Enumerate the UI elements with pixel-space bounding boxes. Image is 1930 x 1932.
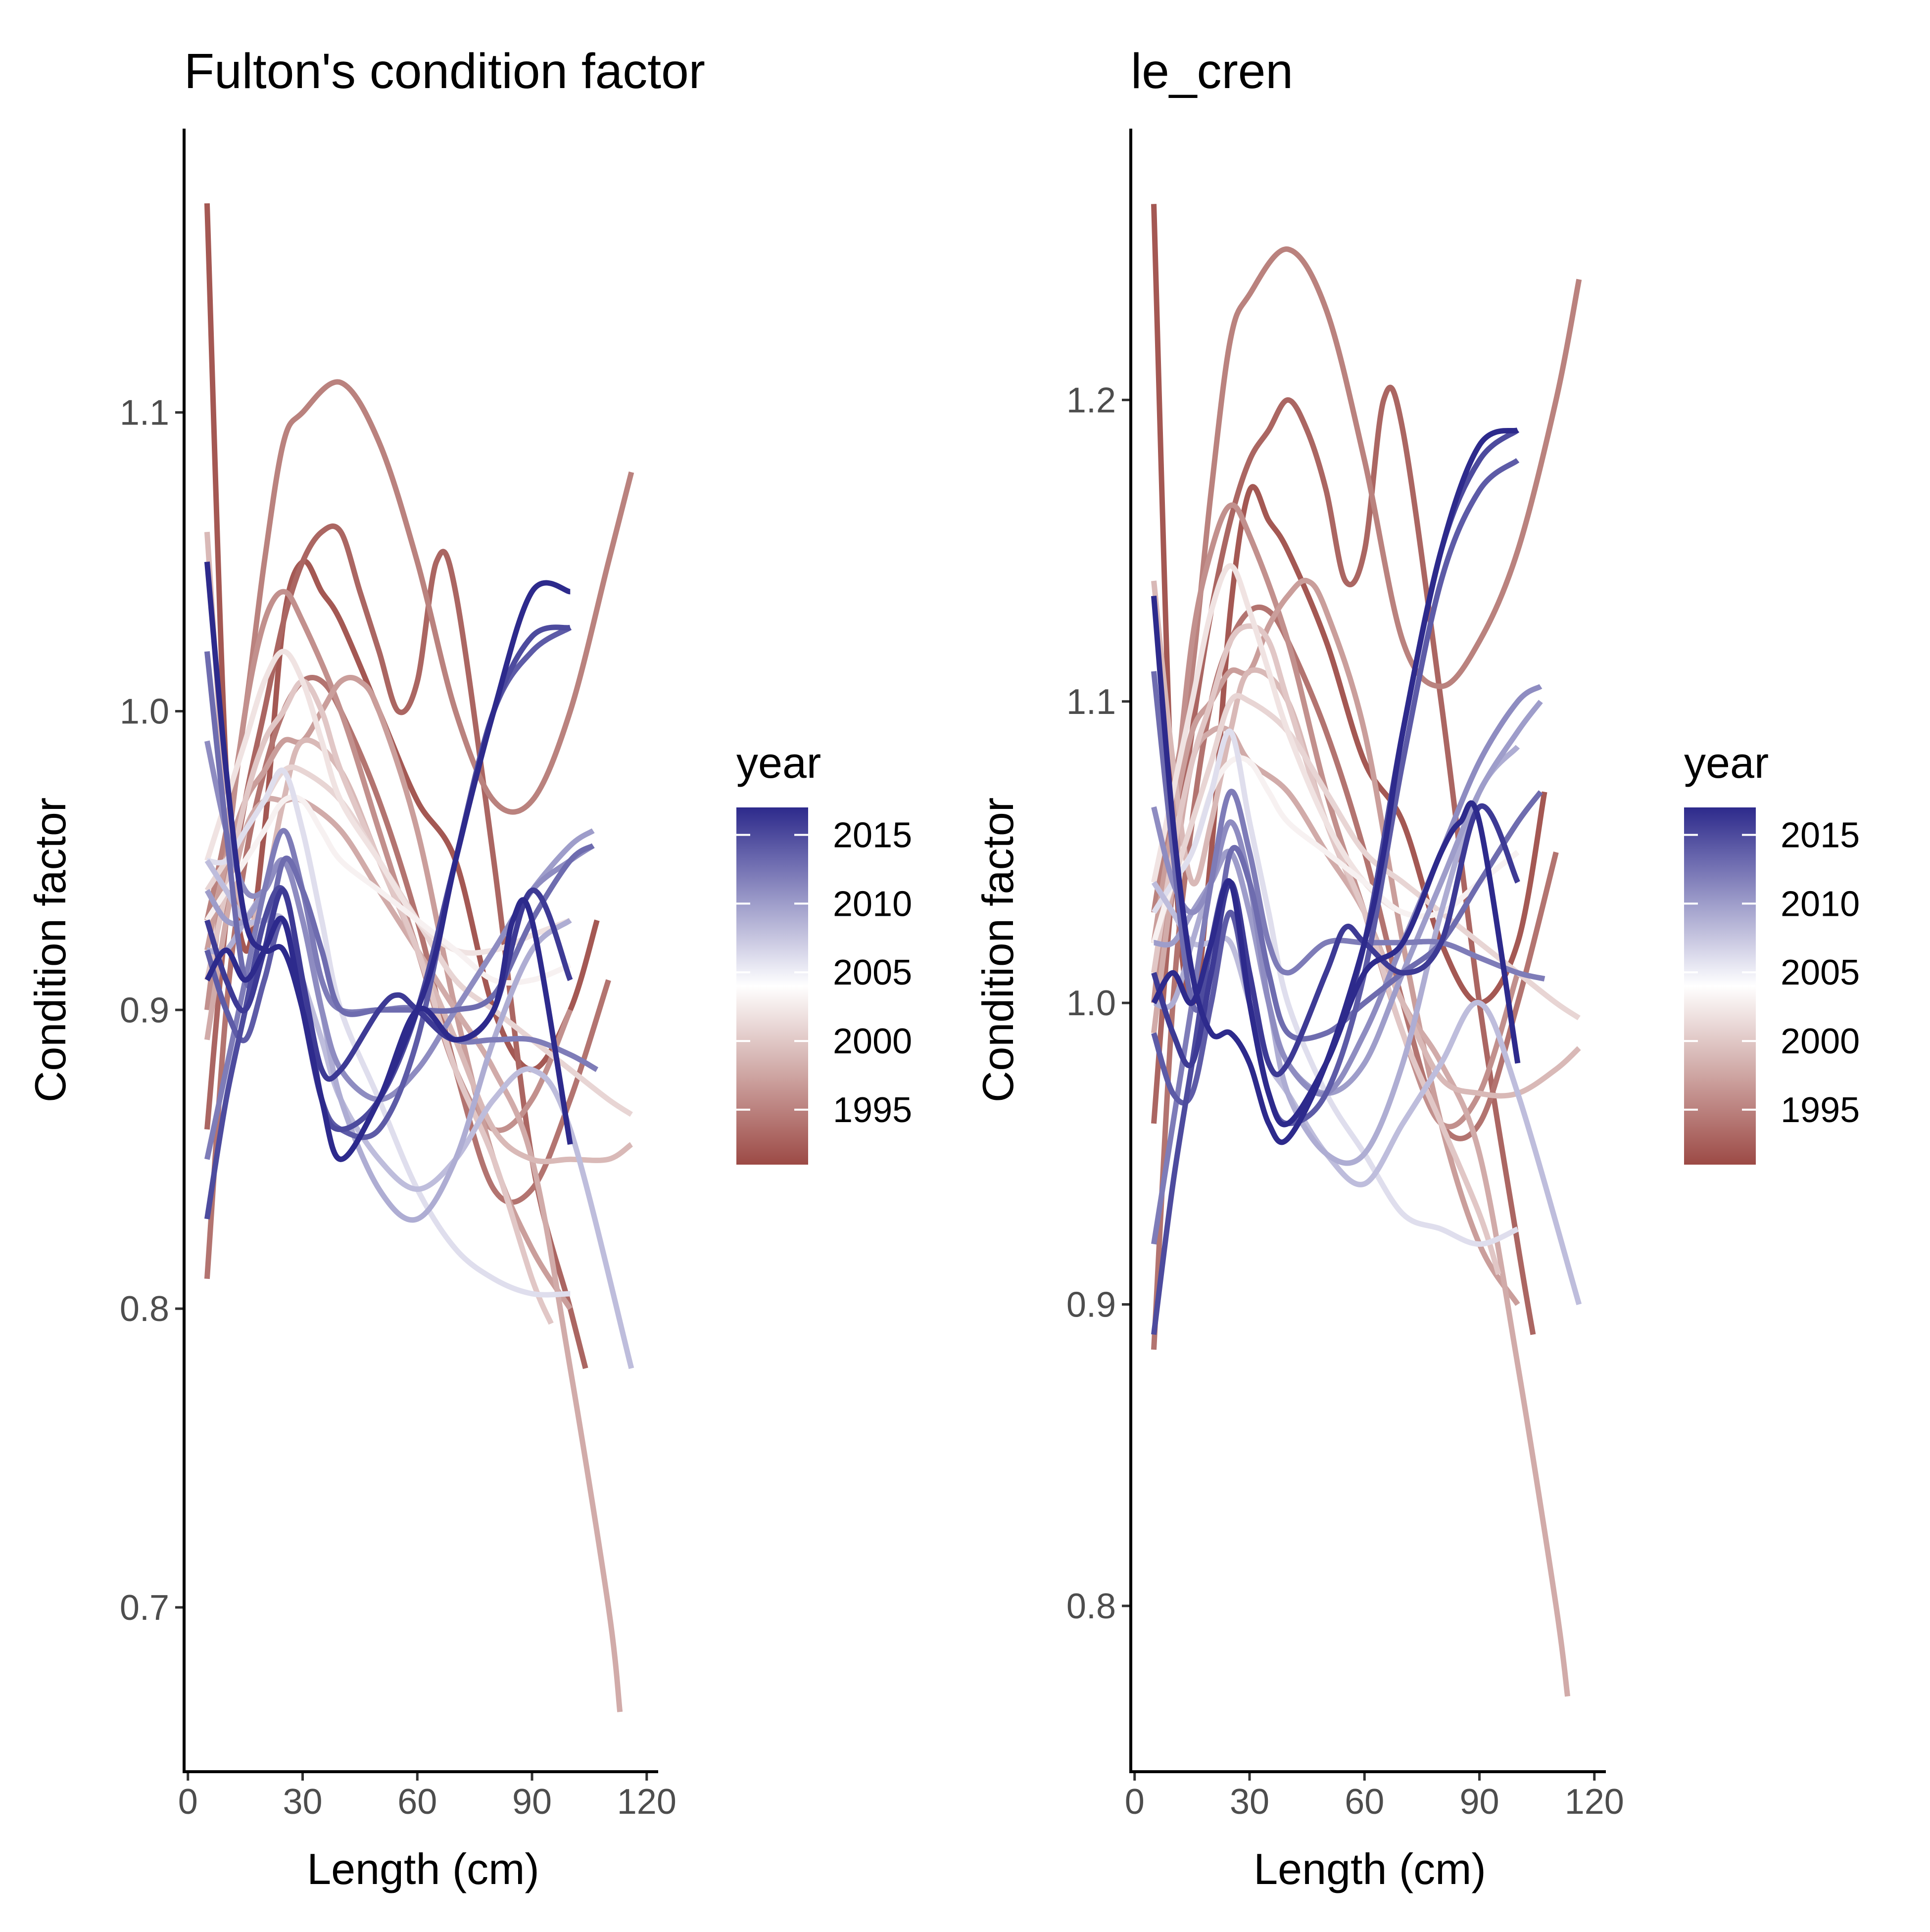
- series-line-2006: [1151, 728, 1519, 1247]
- x-axis-ticks: 0 30 60 90 120: [1125, 1772, 1624, 1822]
- series-curves: [1151, 204, 1582, 1697]
- series-line-2011: [204, 740, 595, 1102]
- x-tick-label: 120: [1565, 1782, 1624, 1822]
- x-axis-title: Length (cm): [307, 1844, 539, 1893]
- y-tick-label: 1.1: [120, 393, 169, 433]
- x-tick-label: 60: [1345, 1782, 1384, 1822]
- y-tick-label: 1.1: [1066, 682, 1116, 722]
- plot-area: 0.7 0.8 0.9 1.0 1.1 0 30 60 90 120: [120, 129, 676, 1822]
- series-line-2018: [1151, 800, 1521, 1128]
- y-tick-label: 0.9: [120, 990, 169, 1030]
- x-tick-label: 120: [617, 1782, 676, 1822]
- legend-colorbar: [736, 807, 808, 1165]
- plot-area: 0.8 0.9 1.0 1.1 1.2 0 30 60 90 120: [1066, 129, 1624, 1822]
- series-line-2002: [204, 649, 572, 956]
- y-axis-ticks: 0.8 0.9 1.0 1.1 1.2: [1066, 380, 1131, 1626]
- x-tick-label: 0: [178, 1782, 198, 1822]
- x-tick-label: 90: [1459, 1782, 1499, 1822]
- legend-label: 2005: [833, 953, 912, 992]
- legend-colorbar: [1684, 807, 1756, 1165]
- y-axis-ticks: 0.7 0.8 0.9 1.0 1.1: [120, 393, 184, 1628]
- legend-breaks: 2015 2010 2005 2000 1995: [736, 816, 912, 1130]
- series-line-2003: [204, 794, 572, 986]
- legend-breaks: 2015 2010 2005 2000 1995: [1684, 816, 1860, 1130]
- legend-title: year: [1684, 738, 1769, 787]
- panel-fulton: Fulton's condition factor Condition fact…: [26, 44, 705, 1893]
- legend-year: year 2015 2010 2005 2000 1995: [736, 738, 912, 1165]
- y-tick-label: 1.0: [1066, 984, 1116, 1023]
- x-tick-label: 30: [1230, 1782, 1269, 1822]
- series-line-2000: [204, 678, 554, 1325]
- y-tick-label: 0.9: [1066, 1285, 1116, 1324]
- legend-label: 2010: [833, 884, 912, 924]
- panel-title: Fulton's condition factor: [184, 44, 705, 99]
- legend-label: 2000: [1781, 1022, 1860, 1061]
- series-line-2006: [206, 767, 571, 1298]
- y-tick-label: 0.7: [120, 1588, 169, 1628]
- legend-label: 2015: [833, 816, 912, 855]
- y-tick-label: 0.8: [1066, 1587, 1116, 1626]
- panel-title: le_cren: [1131, 44, 1293, 99]
- x-axis-ticks: 0 30 60 90 120: [178, 1772, 676, 1822]
- series-line-2011: [1151, 684, 1543, 1097]
- series-line-1993: [1151, 384, 1536, 1335]
- y-axis-title: Condition factor: [973, 798, 1022, 1102]
- legend-label: 1995: [1781, 1090, 1860, 1130]
- series-line-2000: [1151, 623, 1501, 1275]
- x-tick-label: 30: [283, 1782, 322, 1822]
- legend-title: year: [736, 738, 821, 787]
- series-curves: [204, 203, 634, 1712]
- x-axis-title: Length (cm): [1254, 1844, 1486, 1893]
- series-line-2017: [1151, 427, 1519, 1145]
- series-line-1995: [1151, 246, 1582, 913]
- x-tick-label: 90: [512, 1782, 552, 1822]
- series-line-2013: [1151, 671, 1543, 1042]
- y-tick-label: 0.8: [120, 1289, 169, 1329]
- legend-label: 2005: [1781, 953, 1860, 992]
- x-tick-label: 60: [397, 1782, 437, 1822]
- legend-label: 2010: [1781, 884, 1860, 924]
- legend-label: 2015: [1781, 816, 1860, 855]
- panel-le-cren: le_cren Condition factor Length (cm) 0.8…: [973, 44, 1624, 1893]
- series-line-2016: [1151, 803, 1520, 1078]
- y-axis-title: Condition factor: [26, 798, 75, 1102]
- legend-year: year 2015 2010 2005 2000 1995: [1684, 738, 1860, 1165]
- series-line-2001: [1151, 693, 1581, 1021]
- x-tick-label: 0: [1125, 1782, 1145, 1822]
- y-tick-label: 1.2: [1066, 380, 1116, 420]
- series-line-2018: [204, 897, 573, 1162]
- legend-label: 1995: [833, 1090, 912, 1130]
- y-tick-label: 1.0: [120, 692, 169, 731]
- legend-label: 2000: [833, 1022, 912, 1061]
